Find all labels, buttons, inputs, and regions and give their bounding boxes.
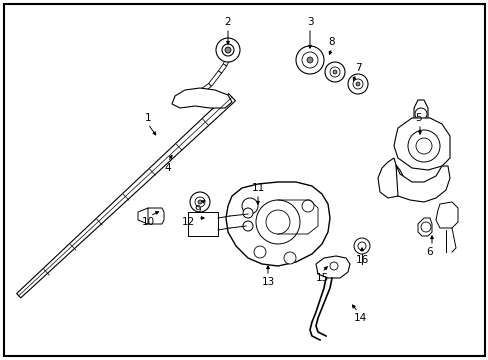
Circle shape	[407, 130, 439, 162]
Circle shape	[329, 262, 337, 270]
Polygon shape	[17, 94, 235, 298]
Text: 5: 5	[414, 113, 421, 123]
Polygon shape	[395, 165, 449, 202]
Circle shape	[355, 82, 359, 86]
Circle shape	[224, 47, 230, 53]
Circle shape	[222, 44, 234, 56]
Circle shape	[353, 238, 369, 254]
Text: 1: 1	[144, 113, 151, 123]
Circle shape	[256, 200, 299, 244]
Text: 14: 14	[353, 313, 366, 323]
Polygon shape	[174, 96, 185, 102]
Polygon shape	[138, 208, 148, 224]
Polygon shape	[184, 90, 201, 100]
Polygon shape	[172, 88, 231, 108]
Circle shape	[284, 252, 295, 264]
Text: 7: 7	[354, 63, 361, 73]
Circle shape	[415, 138, 431, 154]
Circle shape	[325, 62, 345, 82]
Circle shape	[302, 200, 313, 212]
Polygon shape	[393, 118, 449, 170]
Polygon shape	[315, 256, 349, 278]
Circle shape	[352, 79, 362, 89]
Text: 10: 10	[141, 217, 154, 227]
Text: 2: 2	[224, 17, 231, 27]
Text: 12: 12	[181, 217, 194, 227]
Circle shape	[243, 208, 252, 218]
Polygon shape	[146, 208, 163, 224]
Circle shape	[347, 74, 367, 94]
Circle shape	[295, 46, 324, 74]
Polygon shape	[223, 57, 229, 66]
Bar	[187, 212, 218, 236]
Circle shape	[357, 242, 365, 250]
Polygon shape	[435, 202, 457, 228]
Circle shape	[306, 57, 312, 63]
Text: 11: 11	[251, 183, 264, 193]
Polygon shape	[413, 100, 427, 128]
Polygon shape	[208, 71, 221, 86]
Text: 16: 16	[355, 255, 368, 265]
Circle shape	[302, 52, 317, 68]
Circle shape	[216, 38, 240, 62]
Circle shape	[265, 210, 289, 234]
Polygon shape	[199, 84, 211, 94]
Circle shape	[253, 246, 265, 258]
Circle shape	[332, 70, 336, 74]
Text: 15: 15	[315, 273, 328, 283]
Circle shape	[242, 198, 258, 214]
Text: 13: 13	[261, 277, 274, 287]
Text: 6: 6	[426, 247, 432, 257]
Polygon shape	[417, 218, 431, 236]
Text: 8: 8	[328, 37, 335, 47]
Circle shape	[420, 222, 430, 232]
Polygon shape	[218, 64, 226, 73]
Polygon shape	[225, 182, 329, 266]
Circle shape	[195, 197, 204, 207]
Text: 3: 3	[306, 17, 313, 27]
Circle shape	[243, 221, 252, 231]
Text: 9: 9	[194, 205, 201, 215]
Circle shape	[190, 192, 209, 212]
Circle shape	[329, 67, 339, 77]
Polygon shape	[377, 158, 403, 198]
Circle shape	[414, 108, 426, 120]
Text: 4: 4	[164, 163, 171, 173]
Circle shape	[198, 200, 202, 204]
